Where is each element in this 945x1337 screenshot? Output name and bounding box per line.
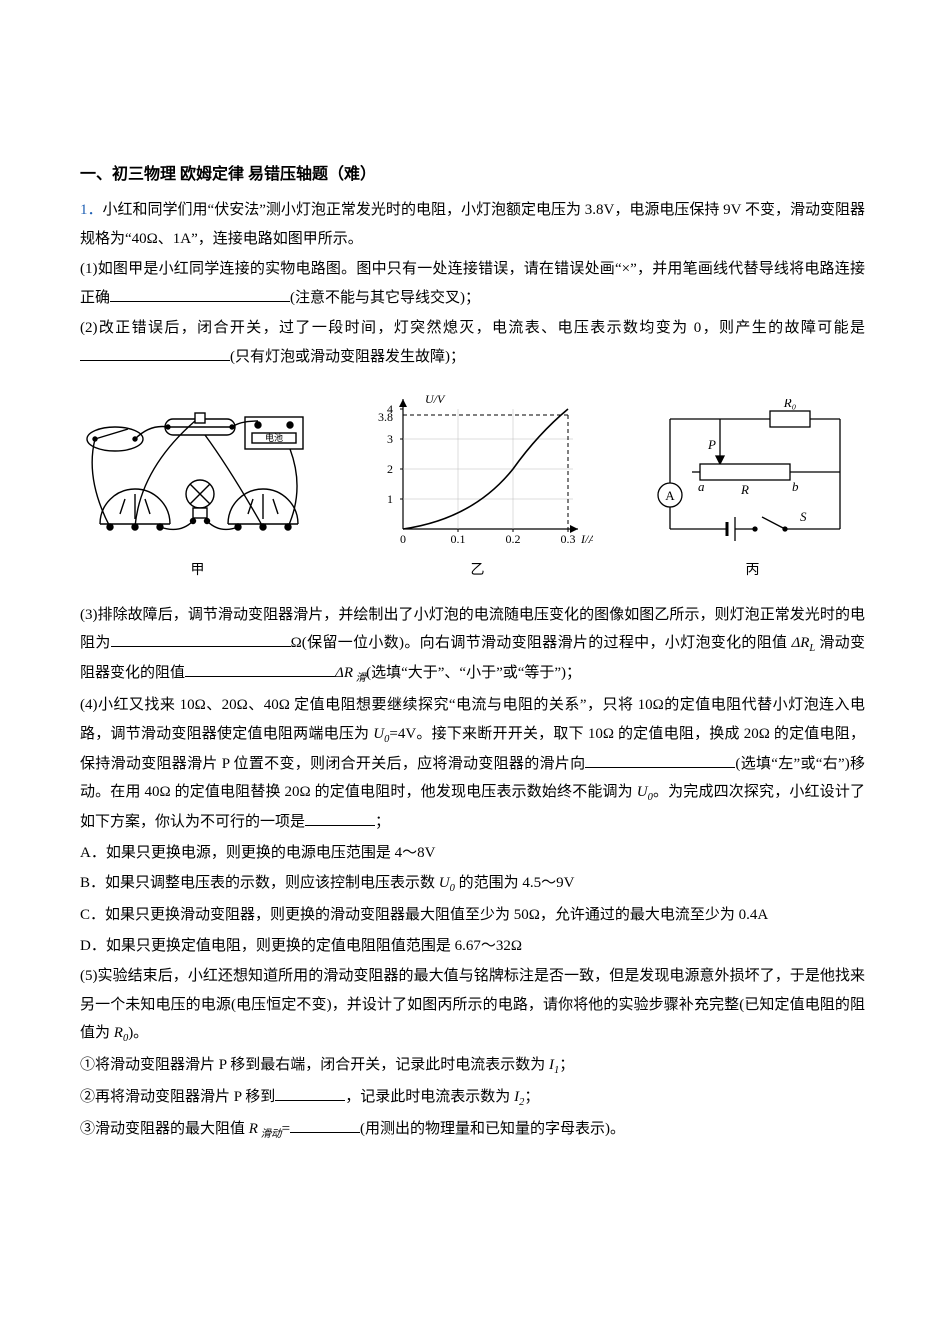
figure-row: 电池 — [80, 389, 865, 585]
s3-a: ③滑动变阻器的最大阻值 — [80, 1121, 249, 1137]
s1-b: ； — [559, 1057, 574, 1073]
section-title: 一、初三物理 欧姆定律 易错压轴题（难） — [80, 160, 865, 190]
problem-number: 1． — [80, 202, 103, 218]
ui-chart-icon: 1 2 3 4 3.8 0 0.1 0.2 0.3 — [363, 389, 593, 554]
option-c: C．如果只更换滑动变阻器，则更换的滑动变阻器最大阻值至少为 50Ω，允许通过的最… — [80, 901, 865, 930]
svg-text:b: b — [792, 479, 799, 494]
svg-text:3: 3 — [387, 432, 393, 446]
p5-text-b: )。 — [128, 1025, 148, 1041]
p5-text-a: (5)实验结束后，小红还想知道所用的滑动变阻器的最大值与铭牌标注是否一致，但是发… — [80, 968, 865, 1041]
optb-b: 的范围为 4.5～9V — [455, 875, 575, 891]
p3-text-b: Ω(保留一位小数)。向右调节滑动变阻器滑片的过程中，小灯泡变化的阻值 — [291, 635, 792, 651]
p3-text-d: (选填“大于”、“小于”或“等于”)； — [366, 665, 581, 681]
p1-text-b: (注意不能与其它导线交叉)； — [290, 290, 480, 306]
part-2: (2)改正错误后，闭合开关，过了一段时间，灯突然熄灭，电流表、电压表示数均变为 … — [80, 314, 865, 371]
option-d: D．如果只更换定值电阻，则更换的定值电阻阻值范围是 6.67～32Ω — [80, 932, 865, 961]
option-a: A．如果只更换电源，则更换的电源电压范围是 4～8V — [80, 839, 865, 868]
part-4: (4)小红又找来 10Ω、20Ω、40Ω 定值电阻想要继续探究“电流与电阻的关系… — [80, 691, 865, 836]
blank-s3 — [290, 1118, 360, 1133]
s2-c: ； — [524, 1089, 539, 1105]
u0-c: U0 — [439, 875, 455, 891]
svg-text:I/A: I/A — [580, 532, 593, 546]
part-1: (1)如图甲是小红同学连接的实物电路图。图中只有一处连接错误，请在错误处画“×”… — [80, 255, 865, 312]
svg-text:0.2: 0.2 — [505, 532, 520, 546]
figure-c: R₀ S A — [640, 399, 865, 585]
fig-a-label: 甲 — [80, 558, 315, 585]
blank-3a — [111, 632, 291, 647]
svg-text:3.8: 3.8 — [378, 410, 393, 424]
fig-c-label: 丙 — [640, 558, 865, 585]
s1-a: ①将滑动变阻器滑片 P 移到最右端，闭合开关，记录此时电流表示数为 — [80, 1057, 549, 1073]
step-3: ③滑动变阻器的最大阻值 R 滑动= (用测出的物理量和已知量的字母表示)。 — [80, 1115, 865, 1145]
delta-rl: ΔRL — [791, 635, 815, 651]
s3-b: = — [282, 1121, 290, 1137]
svg-text:U/V: U/V — [425, 392, 446, 406]
svg-text:电池: 电池 — [265, 432, 283, 443]
blank-4b — [305, 811, 375, 826]
blank-1 — [110, 287, 290, 302]
svg-text:0.1: 0.1 — [450, 532, 465, 546]
delta-r: ΔR 滑 — [335, 665, 366, 681]
u0-a: U0 — [373, 726, 389, 742]
s2-a: ②再将滑动变阻器滑片 P 移到 — [80, 1089, 275, 1105]
svg-text:S: S — [800, 509, 807, 524]
svg-text:2: 2 — [387, 462, 393, 476]
blank-3b — [185, 662, 335, 677]
svg-text:A: A — [665, 488, 675, 503]
s3-c: (用测出的物理量和已知量的字母表示)。 — [360, 1121, 625, 1137]
svg-text:R₀: R₀ — [783, 399, 796, 410]
figure-b: 1 2 3 4 3.8 0 0.1 0.2 0.3 — [363, 389, 593, 585]
r0: R0 — [114, 1025, 128, 1041]
figure-a: 电池 — [80, 409, 315, 585]
svg-text:R: R — [740, 482, 749, 497]
step-1: ①将滑动变阻器滑片 P 移到最右端，闭合开关，记录此时电流表示数为 I1； — [80, 1051, 865, 1081]
svg-text:0: 0 — [400, 532, 406, 546]
option-b: B．如果只调整电压表的示数，则应该控制电压表示数 U0 的范围为 4.5～9V — [80, 869, 865, 899]
i1: I1 — [549, 1057, 559, 1073]
blank-4a — [585, 753, 735, 768]
blank-2 — [80, 346, 230, 361]
part-3: (3)排除故障后，调节滑动变阻器滑片，并绘制出了小灯泡的电流随电压变化的图像如图… — [80, 601, 865, 689]
rmax: R 滑动 — [249, 1121, 282, 1137]
svg-text:a: a — [698, 479, 705, 494]
u0-b: U0 — [637, 784, 653, 800]
optb-a: B．如果只调整电压表的示数，则应该控制电压表示数 — [80, 875, 439, 891]
circuit-photo-icon: 电池 — [80, 409, 315, 554]
problem-intro: 1．小红和同学们用“伏安法”测小灯泡正常发光时的电阻，小灯泡额定电压为 3.8V… — [80, 196, 865, 253]
p2-text-b: (只有灯泡或滑动变阻器发生故障)； — [230, 349, 465, 365]
s2-b: ，记录此时电流表示数为 — [345, 1089, 514, 1105]
part-5: (5)实验结束后，小红还想知道所用的滑动变阻器的最大值与铭牌标注是否一致，但是发… — [80, 962, 865, 1049]
intro-text: 小红和同学们用“伏安法”测小灯泡正常发光时的电阻，小灯泡额定电压为 3.8V，电… — [80, 202, 865, 247]
p4-text-d: ； — [375, 814, 390, 830]
step-2: ②再将滑动变阻器滑片 P 移到 ，记录此时电流表示数为 I2； — [80, 1083, 865, 1113]
svg-text:1: 1 — [387, 492, 393, 506]
svg-text:0.3: 0.3 — [560, 532, 575, 546]
svg-text:P: P — [707, 437, 716, 452]
fig-b-label: 乙 — [363, 558, 593, 585]
i2: I2 — [514, 1089, 524, 1105]
blank-s2 — [275, 1086, 345, 1101]
schematic-icon: R₀ S A — [640, 399, 865, 554]
p2-text-a: (2)改正错误后，闭合开关，过了一段时间，灯突然熄灭，电流表、电压表示数均变为 … — [80, 320, 865, 336]
